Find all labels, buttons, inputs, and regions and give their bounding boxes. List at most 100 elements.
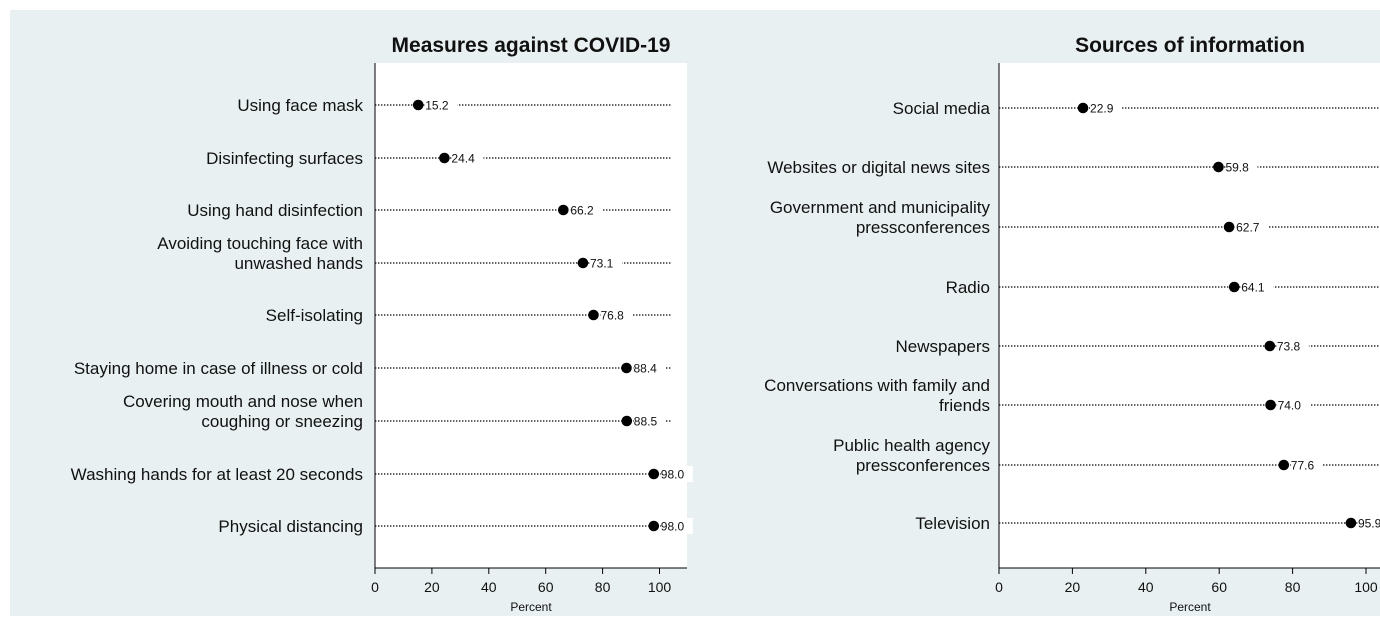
panel-measures: Measures against COVID-19 Percent 0 20 40 6… (71, 34, 693, 614)
data-point-physical-distancing (648, 520, 660, 532)
value-label-background (570, 202, 603, 218)
data-point-public-health-agency-pressconferences (1278, 459, 1290, 471)
data-label-public-health-agency-pressconferences: 77.6 (1291, 459, 1315, 473)
category-label-covering-mouth-and-nose-when-coughing-or-sneezing-line2: coughing or sneezing (201, 412, 363, 431)
category-label-physical-distancing: Physical distancing (218, 517, 363, 536)
dot-row-newspapers: 73.8 Newspapers (896, 337, 1380, 356)
value-label-background (1277, 397, 1310, 413)
x-axis-title-sources: Percent (1169, 600, 1211, 614)
category-label-social-media: Social media (893, 99, 991, 118)
dot-row-physical-distancing: 98.0 Physical distancing (218, 517, 693, 536)
category-label-disinfecting-surfaces: Disinfecting surfaces (206, 149, 363, 168)
category-label-newspapers: Newspapers (896, 337, 991, 356)
x-tick-label-100: 100 (648, 579, 672, 595)
category-label-avoiding-touching-face-with-unwashed-hands-line2: unwashed hands (234, 254, 363, 273)
data-point-television (1345, 517, 1357, 529)
x-tick-label-100: 100 (1354, 579, 1378, 595)
data-label-conversations-with-family-and-friends: 74.0 (1278, 399, 1302, 413)
data-point-washing-hands-for-at-least-20-seconds (648, 468, 660, 480)
x-tick-label-20: 20 (1065, 579, 1081, 595)
category-label-public-health-agency-pressconferences-line1: Public health agency (833, 436, 990, 455)
category-label-television: Television (915, 514, 990, 533)
data-point-covering-mouth-and-nose-when-coughing-or-sneezing (621, 415, 633, 427)
x-tick-label-60: 60 (538, 579, 554, 595)
x-tick-label-60: 60 (1211, 579, 1227, 595)
data-point-newspapers (1264, 340, 1276, 352)
x-tick-label-80: 80 (1285, 579, 1301, 595)
dot-row-disinfecting-surfaces: 24.4 Disinfecting surfaces (206, 149, 671, 168)
category-label-covering-mouth-and-nose-when-coughing-or-sneezing-line1: Covering mouth and nose when (123, 392, 363, 411)
data-point-avoiding-touching-face-with-unwashed-hands (577, 257, 589, 269)
value-label-background (1241, 279, 1274, 295)
data-label-avoiding-touching-face-with-unwashed-hands: 73.1 (590, 257, 614, 271)
x-axis-title-measures: Percent (510, 600, 552, 614)
x-ticks-sources: 0 20 40 60 80 100 (995, 568, 1378, 595)
data-point-government-and-municipality-pressconferences (1223, 221, 1235, 233)
dot-row-using-hand-disinfection: 66.2 Using hand disinfection (187, 201, 671, 220)
value-label-background (1276, 338, 1309, 354)
category-label-conversations-with-family-and-friends-line2: friends (939, 396, 990, 415)
category-label-government-and-municipality-pressconferences-line2: pressconferences (856, 218, 990, 237)
data-label-using-hand-disinfection: 66.2 (570, 204, 594, 218)
data-point-staying-home-in-case-of-illness-or-cold (621, 362, 632, 374)
value-label-background (1090, 100, 1123, 116)
dot-row-self-isolating: 76.8 Self-isolating (266, 306, 671, 325)
data-point-conversations-with-family-and-friends (1265, 399, 1276, 411)
value-label-background (633, 413, 666, 429)
value-label-background (600, 307, 633, 323)
dot-row-radio: 64.1 Radio (946, 278, 1380, 297)
category-label-staying-home-in-case-of-illness-or-cold: Staying home in case of illness or cold (74, 359, 363, 378)
category-label-websites-or-digital-news-sites: Websites or digital news sites (767, 158, 990, 177)
x-tick-label-80: 80 (595, 579, 611, 595)
dot-row-using-face-mask: 15.2 Using face mask (237, 96, 671, 115)
dot-row-government-and-municipality-pressconferences: 62.7 Government and municipalitypressconf… (770, 198, 1380, 237)
plot-area-sources (999, 63, 1380, 568)
data-label-social-media: 22.9 (1090, 102, 1114, 116)
dot-row-social-media: 22.9 Social media (893, 99, 1380, 118)
dot-row-washing-hands-for-at-least-20-seconds: 98.0 Washing hands for at least 20 second… (71, 465, 693, 484)
data-label-self-isolating: 76.8 (600, 309, 624, 323)
data-label-covering-mouth-and-nose-when-coughing-or-sneezing: 88.5 (634, 415, 658, 429)
data-point-using-face-mask (412, 99, 424, 111)
x-tick-label-40: 40 (481, 579, 497, 595)
data-label-radio: 64.1 (1241, 281, 1265, 295)
data-point-using-hand-disinfection (558, 204, 569, 216)
value-label-background (589, 255, 622, 271)
data-label-physical-distancing: 98.0 (661, 520, 685, 534)
value-label-background (660, 466, 693, 482)
chart-title-measures: Measures against COVID-19 (392, 34, 671, 57)
category-label-government-and-municipality-pressconferences-line1: Government and municipality (770, 198, 991, 217)
x-tick-label-40: 40 (1138, 579, 1154, 595)
value-label-background (633, 360, 666, 376)
x-tick-label-20: 20 (424, 579, 440, 595)
data-point-self-isolating (588, 309, 599, 321)
x-tick-label-0: 0 (371, 579, 379, 595)
data-label-washing-hands-for-at-least-20-seconds: 98.0 (661, 468, 685, 482)
marks-measures: 15.2 Using face mask 24.4 Disinfecting surf… (71, 96, 693, 536)
category-label-avoiding-touching-face-with-unwashed-hands-line1: Avoiding touching face with (157, 234, 363, 253)
value-label-background (451, 150, 484, 166)
dot-row-television: 95.9 Television (915, 514, 1380, 533)
x-tick-label-0: 0 (995, 579, 1003, 595)
dot-row-staying-home-in-case-of-illness-or-cold: 88.4 Staying home in case of illness or c… (74, 359, 671, 378)
dot-row-avoiding-touching-face-with-unwashed-hands: 73.1 Avoiding touching face withunwashed … (157, 234, 671, 273)
value-label-background (1225, 159, 1258, 175)
data-point-disinfecting-surfaces (439, 152, 450, 164)
category-label-radio: Radio (946, 278, 990, 297)
category-label-public-health-agency-pressconferences-line2: pressconferences (856, 456, 990, 475)
data-label-staying-home-in-case-of-illness-or-cold: 88.4 (633, 362, 657, 376)
dot-row-covering-mouth-and-nose-when-coughing-or-sneezing: 88.5 Covering mouth and nose whencoughing… (123, 392, 671, 431)
value-label-background (660, 518, 693, 534)
chart-title-sources: Sources of information (1075, 34, 1305, 57)
value-label-background (1236, 219, 1269, 235)
data-label-television: 95.9 (1358, 517, 1380, 531)
category-label-using-face-mask: Using face mask (237, 96, 363, 115)
data-label-using-face-mask: 15.2 (425, 99, 449, 113)
value-label-background (1357, 515, 1380, 531)
dot-row-websites-or-digital-news-sites: 59.8 Websites or digital news sites (767, 158, 1380, 177)
marks-sources: 22.9 Social media 59.8 Websites or digital … (764, 99, 1380, 533)
